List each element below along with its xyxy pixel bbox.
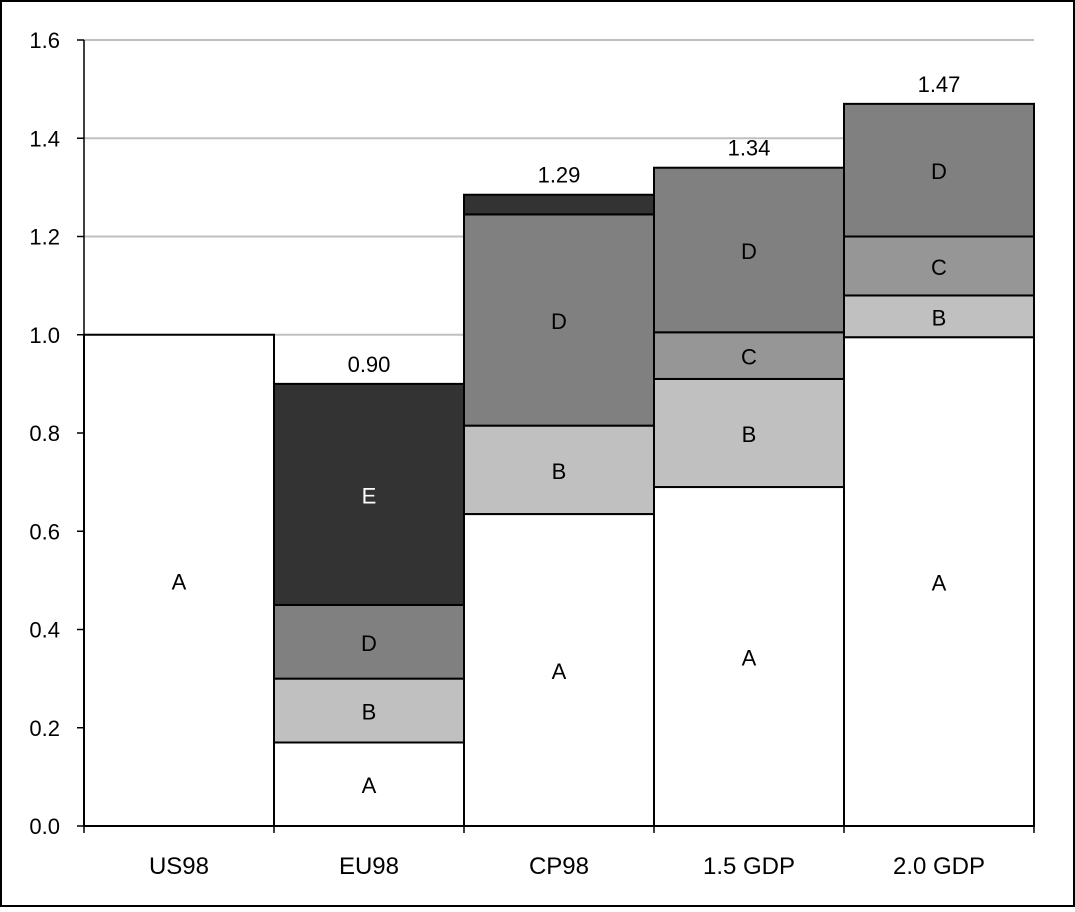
- segment-label: C: [931, 255, 947, 280]
- y-tick-label: 0.2: [29, 716, 60, 741]
- bar-segment: [273, 382, 465, 606]
- x-tick-label: 2.0 GDP: [893, 853, 985, 880]
- segment-label: A: [932, 571, 947, 596]
- bar-segment: [653, 331, 845, 380]
- segment-label: C: [741, 345, 757, 370]
- segment-label: B: [742, 422, 757, 447]
- total-label: 1.47: [918, 72, 961, 97]
- x-tick-label: CP98: [529, 853, 589, 880]
- y-tick-label: 0.6: [29, 519, 60, 544]
- y-tick-label: 1.2: [29, 225, 60, 250]
- bar-segment: [653, 486, 845, 827]
- segment-label: A: [362, 773, 377, 798]
- segment-label: D: [741, 239, 757, 264]
- bar-segment: [843, 102, 1035, 238]
- bar-segment: [463, 193, 655, 216]
- axes: 0.0 0.2 0.4 0.6 0.8 1.0 1.2 1.4 1.6 US98 EU98 CP98 1…: [29, 28, 1035, 880]
- x-tick-label: 1.5 GDP: [703, 853, 795, 880]
- y-tick-label: 0.8: [29, 421, 60, 446]
- x-tick-label: EU98: [339, 853, 399, 880]
- y-tick-label: 1.4: [29, 126, 60, 151]
- bar-segment: [273, 603, 465, 680]
- total-label: 1.34: [728, 136, 771, 161]
- segment-label: B: [552, 459, 567, 484]
- bar-segment: [463, 424, 655, 516]
- bar-segment: [83, 333, 275, 827]
- segment-label: A: [172, 569, 187, 594]
- segment-label: A: [742, 646, 757, 671]
- segment-label: D: [361, 631, 377, 656]
- bar-segment: [653, 377, 845, 489]
- y-tick-label: 0.4: [29, 618, 60, 643]
- bar-segment: [653, 166, 845, 334]
- total-label: 1.29: [538, 163, 581, 188]
- y-tick-label: 0.0: [29, 814, 60, 839]
- bar-segment: [463, 213, 655, 427]
- bar-segment: [463, 513, 655, 828]
- segment-label: B: [362, 700, 377, 725]
- y-tick-label: 1.0: [29, 323, 60, 348]
- segment-label: A: [552, 659, 567, 684]
- total-label: 0.90: [348, 352, 391, 377]
- segment-label: D: [931, 159, 947, 184]
- bar-segment: [843, 235, 1035, 297]
- segment-label: D: [551, 309, 567, 334]
- segment-label: E: [362, 483, 377, 508]
- bar-segment: [843, 294, 1035, 339]
- x-tick-label: US98: [149, 853, 209, 880]
- bar-segment: [273, 677, 465, 744]
- bar-segment: [843, 336, 1035, 827]
- segment-label: B: [932, 305, 947, 330]
- y-tick-label: 1.6: [29, 28, 60, 53]
